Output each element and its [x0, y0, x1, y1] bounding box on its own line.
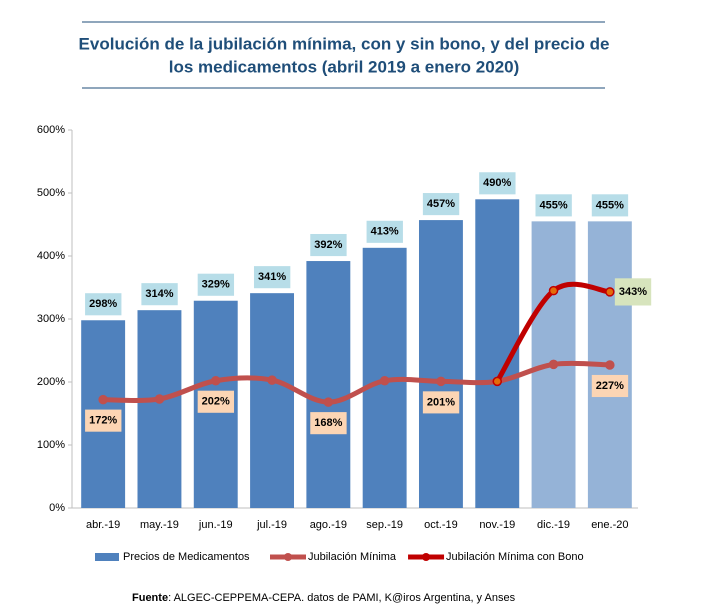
line: [103, 360, 610, 405]
x-tick-label: may.-19: [140, 519, 179, 531]
bono-label-bg: [614, 278, 652, 306]
y-tick-label: 600%: [37, 124, 65, 136]
line-label: 172%: [89, 415, 117, 427]
bar-label-bg: [253, 266, 291, 289]
line-marker: [98, 394, 108, 405]
bar-label: 298%: [89, 298, 117, 310]
bar-label: 455%: [539, 199, 567, 211]
bar-label: 314%: [145, 288, 173, 300]
bar-label-bg: [535, 194, 572, 217]
source-text: : ALGEC-CEPPEMA-CEPA. datos de PAMI, K@i…: [168, 592, 516, 604]
x-tick-label: dic.-19: [537, 519, 570, 531]
x-tick-label: ago.-19: [310, 519, 347, 531]
line-marker: [267, 375, 277, 385]
legend-label: Jubilación Mínima con Bono: [446, 551, 584, 563]
line-marker: [548, 359, 559, 370]
line-marker: [605, 360, 615, 370]
bar-label-bg: [141, 283, 178, 306]
legend-marker: [284, 553, 292, 561]
x-tick-label: ene.-20: [591, 519, 628, 531]
y-tick-label: 200%: [37, 376, 65, 388]
x-tick-label: abr.-19: [86, 519, 120, 531]
line-label: 202%: [202, 396, 230, 408]
bono-label: 343%: [619, 286, 647, 298]
bar-label-bg: [479, 172, 516, 195]
line-label: 168%: [314, 417, 342, 429]
line-marker: [492, 376, 502, 387]
bar-label: 455%: [596, 199, 624, 211]
x-tick-label: jun.-19: [198, 519, 233, 531]
bar-label-bg: [85, 293, 122, 316]
line-label-bg: [310, 412, 347, 435]
bar-label: 329%: [202, 279, 230, 291]
line-marker: [605, 287, 615, 297]
bar-label-bg: [310, 233, 347, 257]
line-label-bg: [85, 409, 122, 432]
line-marker: [323, 397, 334, 407]
line-label: 201%: [427, 396, 455, 408]
x-tick-label: jul.-19: [256, 519, 287, 531]
legend-marker: [422, 553, 431, 561]
bar-label: 392%: [314, 239, 342, 251]
bar-label-bg: [422, 193, 460, 216]
line-label-bg: [591, 374, 629, 398]
x-tick-label: sep.-19: [366, 519, 403, 531]
y-tick-label: 0%: [49, 502, 65, 514]
bar-label: 457%: [427, 198, 455, 210]
x-tick-label: nov.-19: [479, 519, 515, 531]
x-tick-label: oct.-19: [424, 519, 458, 531]
bar-label-bg: [197, 273, 235, 296]
bar: [418, 220, 463, 508]
line-label-bg: [422, 391, 460, 414]
y-tick-label: 500%: [37, 187, 65, 199]
y-tick-label: 400%: [37, 250, 65, 262]
bar-label: 341%: [258, 271, 286, 283]
bar-label: 490%: [483, 177, 511, 189]
line-marker: [436, 376, 446, 387]
y-tick-label: 100%: [37, 439, 65, 451]
legend-label: Jubilación Mínima: [308, 551, 397, 563]
bar-label-bg: [591, 194, 629, 217]
line-marker: [379, 375, 390, 386]
bar: [306, 261, 351, 508]
line-marker: [548, 285, 559, 296]
legend-label: Precios de Medicamentos: [123, 551, 250, 563]
line-marker: [211, 375, 221, 386]
chart-title: los medicamentos (abril 2019 a enero 202…: [169, 57, 520, 76]
line-marker: [154, 394, 165, 404]
bar-label: 413%: [371, 226, 399, 238]
bar: [137, 310, 182, 508]
bar-label-bg: [366, 220, 403, 243]
legend-swatch: [95, 553, 119, 561]
y-tick-label: 300%: [37, 313, 65, 325]
line-label-bg: [197, 390, 235, 413]
line-label: 227%: [596, 380, 624, 392]
bar: [250, 293, 295, 508]
source-label: Fuente: [132, 592, 168, 604]
chart-title: Evolución de la jubilación mínima, con y…: [79, 34, 610, 53]
